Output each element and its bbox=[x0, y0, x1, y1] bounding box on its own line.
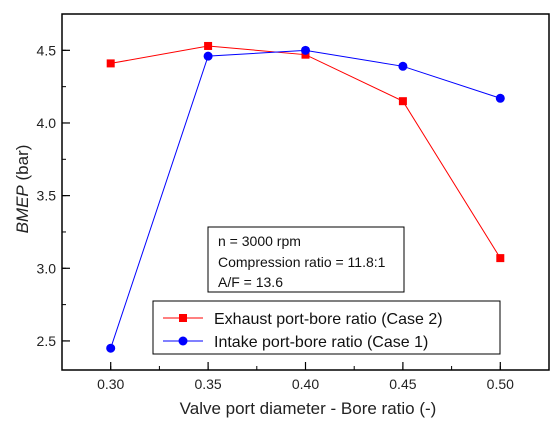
y-tick-label: 3.5 bbox=[37, 188, 57, 204]
legend-marker-exhaust bbox=[179, 314, 187, 322]
x-tick-label: 0.50 bbox=[487, 376, 514, 392]
series bbox=[106, 41, 505, 353]
data-point bbox=[106, 59, 115, 68]
data-point bbox=[398, 97, 407, 106]
annotation-line-3: A/F = 13.6 bbox=[218, 274, 283, 290]
legend-marker-intake bbox=[178, 336, 188, 346]
y-axis-label-unit: (bar) bbox=[13, 145, 32, 186]
data-point bbox=[204, 41, 213, 50]
series-intake bbox=[106, 45, 505, 353]
y-axis-label-quantity: BMEP bbox=[13, 185, 32, 234]
y-tick-label: 4.5 bbox=[37, 42, 57, 58]
legend-frame bbox=[152, 300, 501, 355]
x-tick-label: 0.45 bbox=[389, 376, 416, 392]
data-point bbox=[106, 343, 116, 353]
annotation-box: n = 3000 rpm Compression ratio = 11.8:1 … bbox=[207, 226, 405, 293]
y-tick-label: 3.0 bbox=[37, 260, 57, 276]
annotation-line-2: Compression ratio = 11.8:1 bbox=[218, 254, 386, 270]
legend-label-exhaust: Exhaust port-bore ratio (Case 2) bbox=[214, 311, 443, 328]
annotation-line-1: n = 3000 rpm bbox=[218, 233, 301, 249]
legend-label-intake: Intake port-bore ratio (Case 1) bbox=[214, 334, 428, 351]
y-tick-label: 2.5 bbox=[37, 333, 57, 349]
series-line bbox=[110, 45, 501, 259]
data-point bbox=[496, 254, 505, 263]
data-point bbox=[398, 61, 408, 71]
x-tick-label: 0.35 bbox=[194, 376, 221, 392]
data-point bbox=[301, 45, 310, 55]
y-axis-label: BMEP (bar) bbox=[13, 145, 32, 234]
data-point bbox=[203, 51, 213, 61]
y-tick-label: 4.0 bbox=[37, 115, 57, 131]
x-tick-label: 0.30 bbox=[97, 376, 124, 392]
tick-marks: 0.30 0.35 0.40 0.45 0.50 2.5 3.0 3.5 4.0 4.5 bbox=[37, 13, 550, 392]
x-axis-label: Valve port diameter - Bore ratio (-) bbox=[180, 399, 437, 418]
x-tick-label: 0.40 bbox=[292, 376, 319, 392]
legend: Exhaust port-bore ratio (Case 2) Intake … bbox=[152, 300, 501, 355]
annotation-frame bbox=[207, 226, 405, 293]
data-point bbox=[495, 93, 505, 103]
